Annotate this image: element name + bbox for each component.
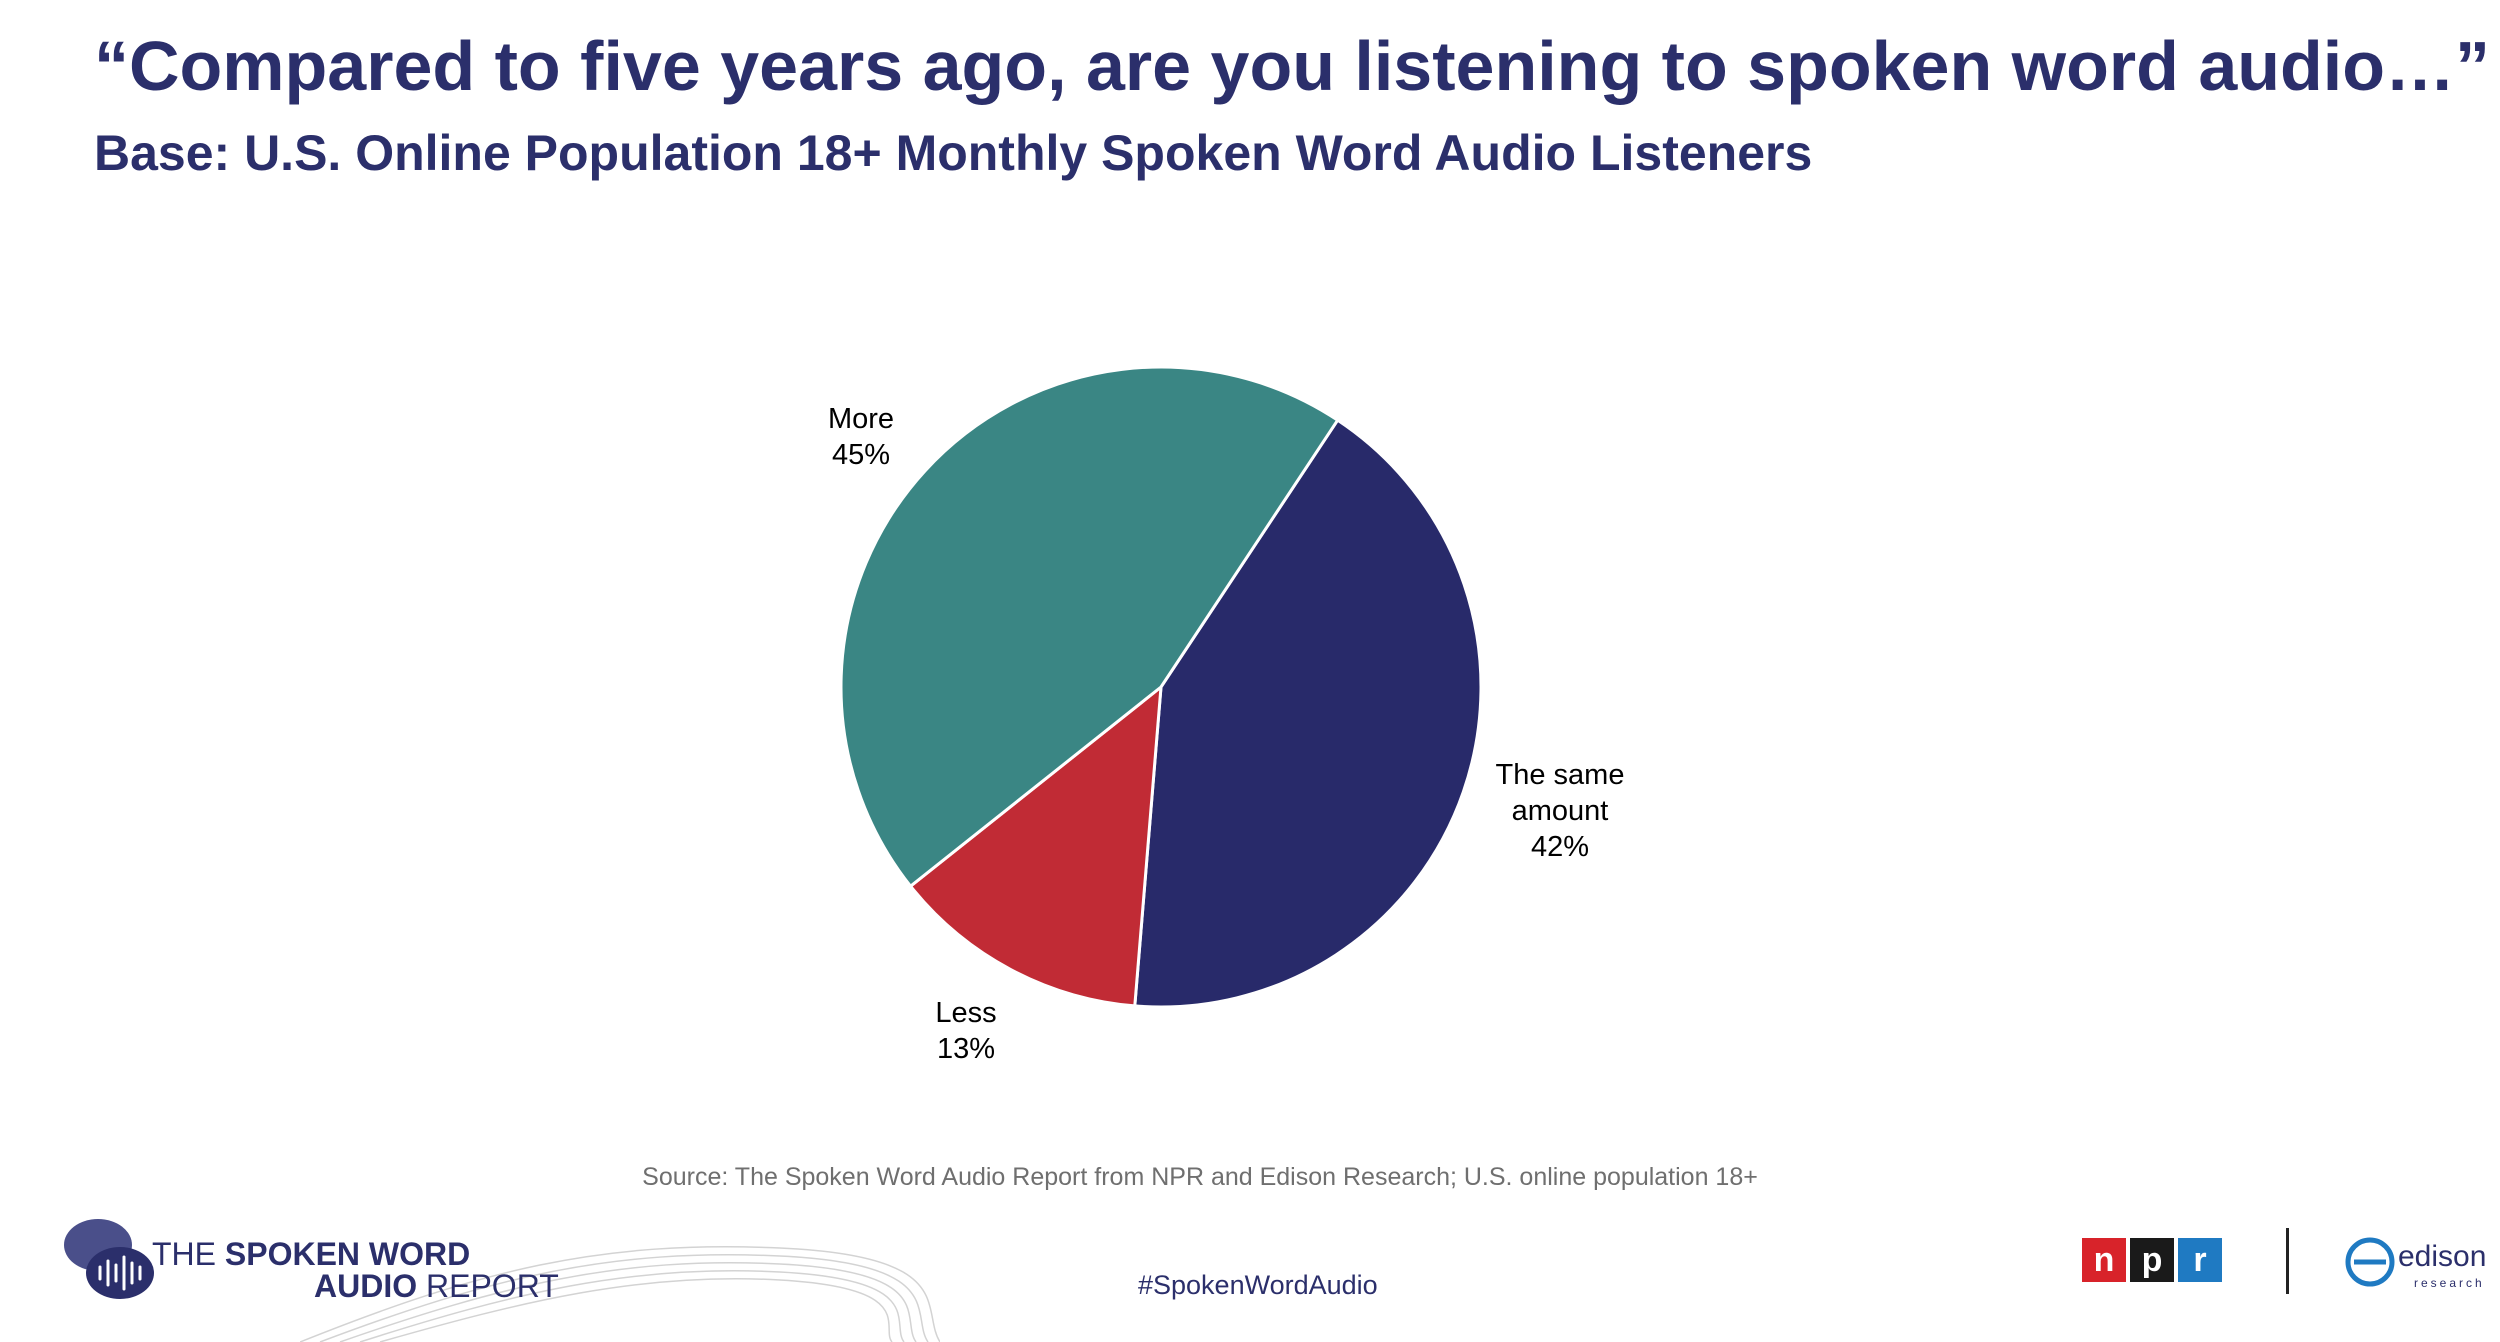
page-subtitle: Base: U.S. Online Population 18+ Monthly… (94, 125, 1813, 181)
logo-divider (2286, 1228, 2289, 1294)
source-note: Source: The Spoken Word Audio Report fro… (642, 1163, 1758, 1191)
edison-logo-sub: research (2414, 1276, 2485, 1290)
pie-label-the-same-amount: The same amount 42% (1496, 759, 1625, 863)
npr-letter-n: n (2082, 1238, 2126, 1282)
page-title: “Compared to five years ago, are you lis… (94, 27, 2490, 105)
speech-bubbles-soundwave-icon (64, 1219, 154, 1299)
edison-research-logo-icon (2345, 1237, 2395, 1287)
npr-letter-p: p (2130, 1238, 2174, 1282)
report-logo-line1: THE SPOKEN WORD (152, 1236, 471, 1272)
pie-slice-less (908, 683, 1163, 1008)
pie-label-less: Less 13% (935, 997, 996, 1065)
pie-label-more: More 45% (828, 403, 894, 471)
npr-logo: n p r (2082, 1238, 2222, 1282)
pie-slice-more (839, 365, 1340, 889)
report-logo-line2: AUDIO REPORT (314, 1268, 559, 1304)
pie-slice-the-same-amount (1133, 418, 1483, 1009)
edison-logo-word: edison (2398, 1240, 2487, 1273)
npr-letter-r: r (2178, 1238, 2222, 1282)
decorative-wave-lines (300, 1246, 940, 1342)
hashtag: #SpokenWordAudio (1138, 1270, 1378, 1300)
pie-slices (839, 365, 1483, 1009)
pie-labels: The same amount 42% Less 13% More 45% (828, 403, 1625, 1065)
